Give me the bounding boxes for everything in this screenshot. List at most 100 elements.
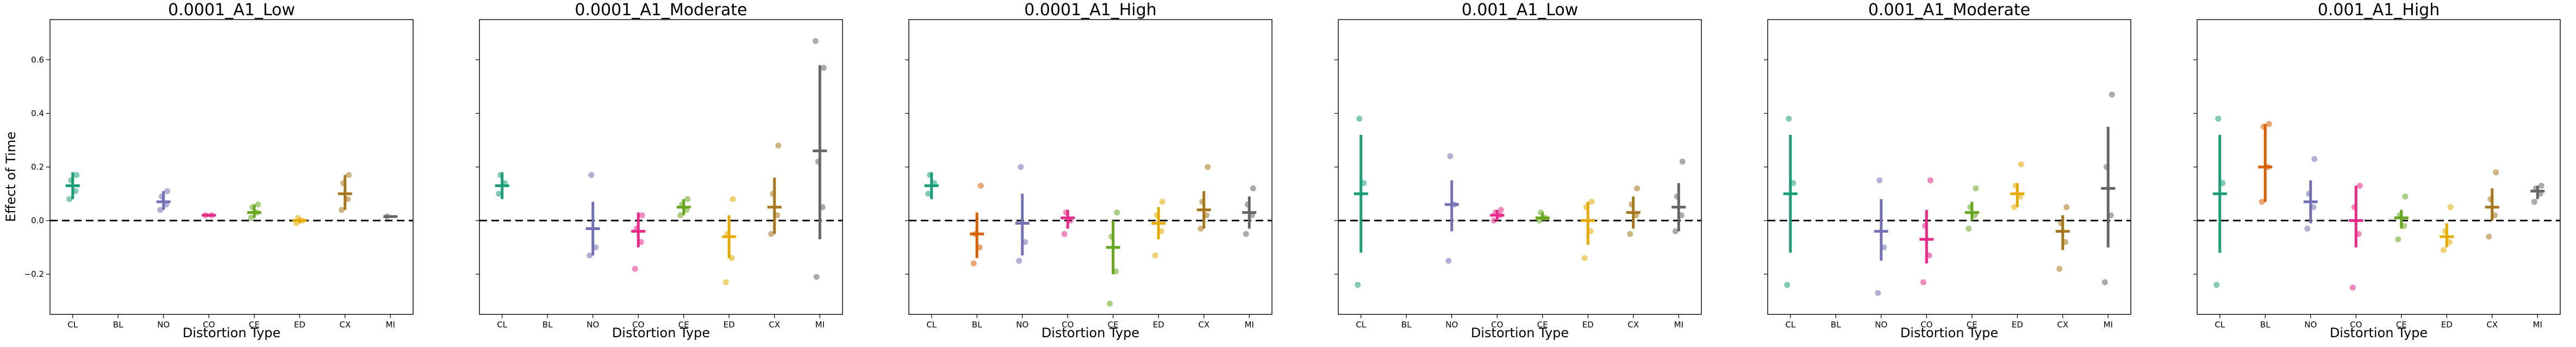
x-tick-label: CX xyxy=(339,320,351,330)
data-point xyxy=(1784,282,1791,288)
x-tick-label: NO xyxy=(157,320,170,330)
data-point xyxy=(2063,204,2070,210)
plot-area-frame xyxy=(1767,19,2131,315)
data-point xyxy=(2011,204,2017,210)
panel-6: 0.001_A1_High CL BL NO CO CE ED CX MI Distortion … xyxy=(2193,1,2561,340)
panel-5: 0.001_A1_Moderate CL BL NO CO CE ED CX MI Distort… xyxy=(1764,1,2131,340)
data-point xyxy=(2213,282,2220,288)
x-tick-label: CE xyxy=(249,320,260,330)
data-point xyxy=(1447,153,1454,159)
panel-title: 0.001_A1_Low xyxy=(1462,1,1579,20)
data-point xyxy=(1356,115,1363,122)
data-point xyxy=(1672,228,1679,234)
y-tick-label: 0.0 xyxy=(31,216,44,226)
x-tick-label: CO xyxy=(1491,320,1503,330)
data-point xyxy=(768,231,775,237)
x-tick-label: MI xyxy=(815,320,825,330)
x-tick-label: CE xyxy=(678,320,689,330)
x-axis-label: Distortion Type xyxy=(2330,325,2428,340)
data-point xyxy=(813,274,820,280)
x-tick-label: CX xyxy=(1198,320,1209,330)
x-tick-label: NO xyxy=(1016,320,1028,330)
data-point xyxy=(2486,233,2492,240)
x-tick-label: MI xyxy=(2533,320,2542,330)
plot-area-frame xyxy=(479,19,843,315)
x-tick-label: ED xyxy=(294,320,305,330)
panel-2: 0.0001_A1_Moderate CL BL NO CO CE ED CX MI Distor… xyxy=(476,1,843,340)
data-point xyxy=(1205,164,1211,170)
data-point xyxy=(2349,284,2356,291)
x-tick-label: CL xyxy=(497,320,507,330)
data-point xyxy=(2395,236,2402,243)
data-point xyxy=(1786,115,1792,122)
x-tick-label: CL xyxy=(2215,320,2225,330)
x-tick-label: CO xyxy=(203,320,215,330)
data-point xyxy=(1107,300,1113,307)
data-point xyxy=(1875,290,1881,296)
data-point xyxy=(2101,279,2108,286)
x-tick-label: BL xyxy=(542,320,553,330)
data-point xyxy=(2018,161,2024,168)
data-point xyxy=(73,172,80,178)
data-point xyxy=(2304,225,2311,232)
data-point xyxy=(1920,279,1926,286)
plot-area-frame xyxy=(1338,19,1702,315)
data-point xyxy=(2056,265,2063,272)
x-tick-label: CL xyxy=(67,320,78,330)
data-point xyxy=(1061,231,1068,237)
data-point xyxy=(2215,115,2222,122)
data-point xyxy=(2266,121,2272,127)
data-point xyxy=(729,196,736,202)
data-point xyxy=(1966,225,1972,232)
y-tick-label: 0.6 xyxy=(31,55,44,65)
data-point xyxy=(587,252,593,259)
plot-area-frame xyxy=(2197,19,2561,315)
data-point xyxy=(1588,199,1595,205)
data-point xyxy=(164,188,171,194)
x-tick-label: BL xyxy=(972,320,982,330)
x-tick-label: CL xyxy=(926,320,937,330)
x-tick-label: BL xyxy=(2260,320,2271,330)
x-axis-label: Distortion Type xyxy=(1471,325,1569,340)
data-point xyxy=(820,65,827,71)
data-point xyxy=(775,142,782,149)
x-tick-label: NO xyxy=(587,320,599,330)
data-point xyxy=(1627,231,1633,237)
x-tick-label: CX xyxy=(2486,320,2498,330)
data-point xyxy=(677,212,684,219)
x-axis-label: Distortion Type xyxy=(612,325,710,340)
data-point xyxy=(1581,255,1588,262)
data-point xyxy=(588,172,595,178)
x-tick-label: CO xyxy=(1920,320,1932,330)
data-point xyxy=(1876,177,1883,184)
data-point xyxy=(1498,207,1504,213)
panel-title: 0.001_A1_High xyxy=(2318,1,2440,20)
x-tick-label: NO xyxy=(1875,320,1887,330)
data-point xyxy=(1355,282,1361,288)
x-tick-label: ED xyxy=(1582,320,1594,330)
x-tick-label: MI xyxy=(1674,320,1683,330)
data-point xyxy=(2447,204,2454,210)
data-point xyxy=(255,201,261,208)
data-point xyxy=(1018,164,1024,170)
data-point xyxy=(722,279,729,286)
plot-area-frame xyxy=(908,19,1273,315)
data-point xyxy=(2259,199,2265,205)
x-tick-label: ED xyxy=(2012,320,2023,330)
x-tick-label: CL xyxy=(1785,320,1795,330)
panel-1: 0.0001_A1_Low −0.2 0.0 0.2 0.4 0.6 CL BL NO CO CE E… xyxy=(24,1,414,340)
data-point xyxy=(1927,177,1933,184)
panel-title: 0.0001_A1_High xyxy=(1024,1,1157,20)
data-point xyxy=(1250,185,1256,191)
data-point xyxy=(248,215,254,221)
x-tick-label: MI xyxy=(2104,320,2113,330)
x-tick-label: CO xyxy=(1062,320,1074,330)
x-tick-label: NO xyxy=(1445,320,1458,330)
x-axis-label: Distortion Type xyxy=(1900,325,1998,340)
data-point xyxy=(1197,225,1204,232)
x-tick-label: CE xyxy=(2396,320,2407,330)
data-point xyxy=(1243,231,1249,237)
data-point xyxy=(2311,156,2318,162)
data-point xyxy=(1114,209,1120,216)
